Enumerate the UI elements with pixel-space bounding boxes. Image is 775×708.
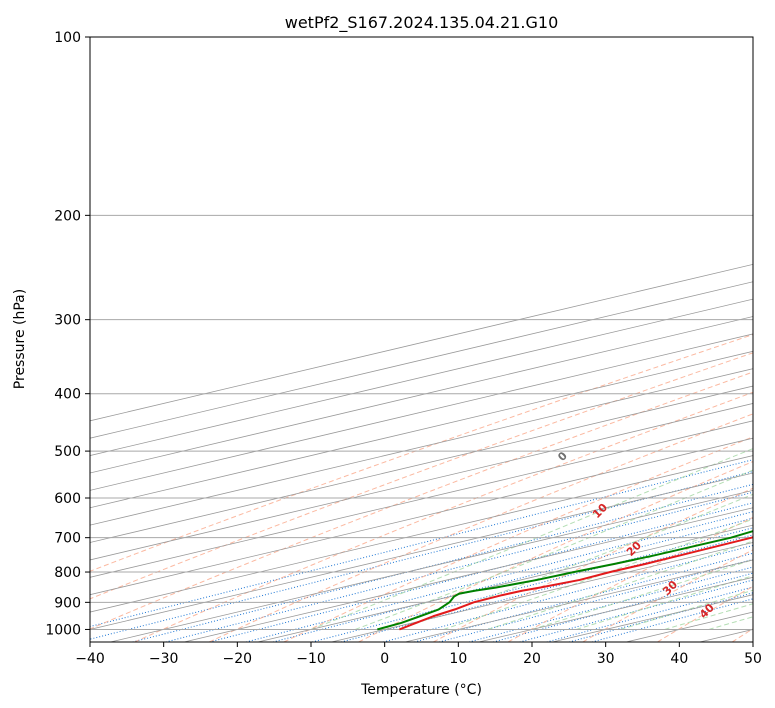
series-line-1 xyxy=(399,536,753,631)
moist-adiabat xyxy=(443,518,753,630)
mixing-ratio-line xyxy=(272,517,753,642)
isotherm xyxy=(331,542,753,642)
isotherm xyxy=(90,455,753,613)
isotherm xyxy=(90,403,753,561)
mixing-ratio-line xyxy=(165,491,753,642)
dry-adiabat xyxy=(507,516,753,642)
y-tick-label: 300 xyxy=(54,313,81,329)
isotherm xyxy=(90,437,753,596)
series-line-2 xyxy=(377,530,753,631)
y-tick-label: 1000 xyxy=(45,622,81,638)
dry-adiabat xyxy=(283,436,753,642)
dry-adiabat xyxy=(582,549,753,642)
isotherm xyxy=(110,489,753,642)
y-tick-label: 700 xyxy=(54,531,81,547)
x-tick-label: 10 xyxy=(449,651,467,667)
x-tick-label: 40 xyxy=(670,651,688,667)
y-tick-label: 200 xyxy=(54,208,81,224)
y-tick-label: 600 xyxy=(54,491,81,507)
isotherm xyxy=(90,420,753,578)
moist-adiabat xyxy=(310,448,753,630)
mixing-ratio-line xyxy=(591,598,753,642)
y-tick-label: 900 xyxy=(54,595,81,611)
x-tick-label: −40 xyxy=(75,651,105,667)
x-tick-label: 30 xyxy=(597,651,615,667)
isotherm xyxy=(90,281,753,439)
moist-adiabat-label: 10 xyxy=(590,501,610,521)
isotherm xyxy=(405,559,753,642)
mixing-ratio-line xyxy=(311,527,753,642)
y-axis-label: Pressure (hPa) xyxy=(12,289,28,389)
chart-title: wetPf2_S167.2024.135.04.21.G10 xyxy=(285,13,559,33)
x-tick-label: 0 xyxy=(380,651,389,667)
y-tick-label: 400 xyxy=(54,387,81,403)
isotherm xyxy=(90,263,753,422)
x-tick-label: −30 xyxy=(149,651,179,667)
moist-adiabat xyxy=(620,589,753,630)
x-tick-label: 20 xyxy=(523,651,541,667)
moist-adiabat-label: 20 xyxy=(624,539,644,559)
x-tick-label: −10 xyxy=(296,651,326,667)
dry-adiabat xyxy=(90,334,753,572)
plot-frame xyxy=(89,36,754,643)
mixing-ratio-line xyxy=(90,459,753,628)
mixing-ratio-line xyxy=(569,592,753,642)
isotherm xyxy=(90,316,753,474)
mixing-ratio-line xyxy=(383,544,753,642)
isotherm xyxy=(90,350,753,509)
moist-adiabat xyxy=(399,493,753,630)
dry-adiabat xyxy=(433,487,753,642)
moist-adiabat xyxy=(576,575,753,630)
moist-adiabat xyxy=(531,559,753,630)
isotherm xyxy=(90,368,753,526)
x-tick-label: 50 xyxy=(744,651,762,667)
moist-adiabat xyxy=(355,469,753,630)
isotherm xyxy=(184,507,753,642)
mixing-ratio-line xyxy=(90,471,753,640)
dry-adiabat xyxy=(134,391,753,642)
x-tick-label: −20 xyxy=(223,651,253,667)
y-tick-label: 100 xyxy=(54,30,81,46)
y-tick-label: 500 xyxy=(54,444,81,460)
dry-adiabat xyxy=(90,352,753,600)
isotherm xyxy=(90,298,753,457)
isotherm xyxy=(90,472,753,630)
dry-adiabat xyxy=(90,371,753,630)
isotherm xyxy=(257,524,753,642)
x-axis-label: Temperature (°C) xyxy=(360,682,482,698)
isotherm xyxy=(90,333,753,491)
dry-adiabat xyxy=(657,585,753,642)
isotherm xyxy=(90,385,753,543)
y-tick-label: 800 xyxy=(54,565,81,581)
